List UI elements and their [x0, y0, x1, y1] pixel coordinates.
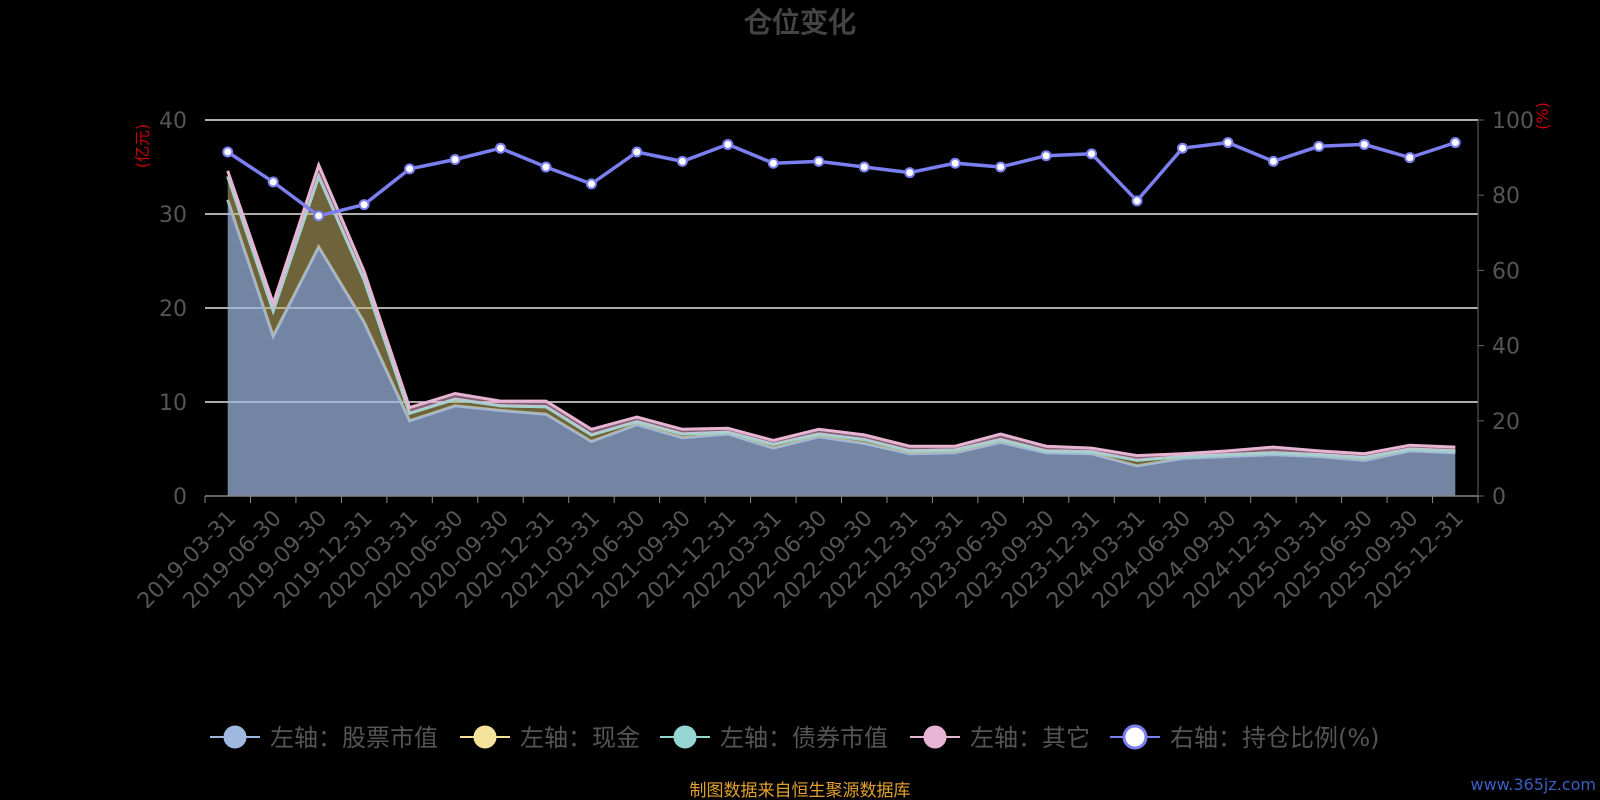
ratio-point	[631, 146, 643, 158]
ratio-point	[1313, 140, 1325, 152]
ratio-point	[1131, 195, 1143, 207]
axis-layer: 0102030400204060801002019-03-312019-06-3…	[133, 109, 1534, 614]
legend-label: 左轴：股票市值	[270, 724, 438, 752]
ratio-point	[813, 155, 825, 167]
left-y-tick-label: 0	[173, 485, 187, 510]
ratio-point	[540, 161, 552, 173]
ratio-point	[495, 142, 507, 154]
left-y-tick-label: 40	[159, 109, 187, 134]
ratio-point	[449, 153, 461, 165]
ratio-point	[404, 163, 416, 175]
ratio-point	[267, 176, 279, 188]
left-y-tick-label: 10	[159, 391, 187, 416]
area-layer	[226, 160, 1456, 496]
legend-swatch-dot	[473, 725, 497, 749]
legend-swatch-dot	[223, 725, 247, 749]
ratio-point	[995, 161, 1007, 173]
chart-title: 仓位变化	[744, 6, 856, 39]
right-y-tick-label: 40	[1492, 335, 1520, 360]
ratio-point	[1449, 137, 1461, 149]
ratio-line	[226, 140, 1456, 218]
ratio-point	[1176, 142, 1188, 154]
legend-label: 右轴：持仓比例(%)	[1170, 724, 1380, 752]
watermark: www.365jz.com	[1470, 775, 1596, 794]
ratio-point	[1040, 150, 1052, 162]
legend: 左轴：股票市值 左轴：现金 左轴：债券市值 左轴：其它 右轴：持仓比例(%)	[210, 724, 1380, 752]
ratio-point	[676, 155, 688, 167]
ratio-point	[585, 178, 597, 190]
ratio-point	[222, 146, 234, 158]
legend-swatch-dot	[1122, 724, 1148, 750]
ratio-point	[1404, 152, 1416, 164]
legend-label: 左轴：现金	[520, 724, 640, 752]
ratio-point	[722, 138, 734, 150]
legend-swatch-dot	[673, 725, 697, 749]
right-y-tick-label: 20	[1492, 410, 1520, 435]
legend-swatch-dot	[923, 725, 947, 749]
left-y-tick-label: 20	[159, 297, 187, 322]
ratio-point	[1222, 137, 1234, 149]
right-y-tick-label: 0	[1492, 485, 1506, 510]
legend-label: 左轴：其它	[970, 724, 1090, 752]
right-y-tick-label: 80	[1492, 184, 1520, 209]
ratio-point	[904, 167, 916, 179]
ratio-point	[949, 157, 961, 169]
ratio-point	[313, 210, 325, 222]
right-y-tick-label: 100	[1492, 109, 1534, 134]
left-y-tick-label: 30	[159, 203, 187, 228]
ratio-point	[358, 199, 370, 211]
ratio-point	[1358, 138, 1370, 150]
legend-label: 左轴：债券市值	[720, 724, 888, 752]
data-source-note: 制图数据来自恒生聚源数据库	[690, 781, 911, 800]
area-edge-4	[226, 160, 1456, 458]
ratio-point	[858, 161, 870, 173]
ratio-line-layer	[222, 137, 1461, 222]
ratio-point	[767, 157, 779, 169]
right-y-tick-label: 60	[1492, 259, 1520, 284]
ratio-point	[1086, 148, 1098, 160]
grid-layer	[205, 119, 1478, 403]
ratio-point	[1267, 155, 1279, 167]
right-axis-unit: (%)	[1533, 102, 1552, 130]
left-axis-unit: (亿元)	[133, 124, 152, 169]
area-1	[227, 199, 1456, 496]
